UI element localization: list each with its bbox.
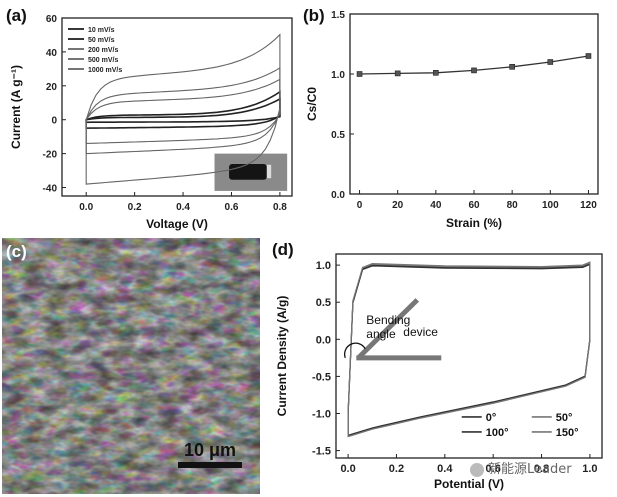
y-tick-label: 60: [46, 14, 58, 25]
y-axis-label: Current Density (A/g): [275, 296, 289, 417]
panel-label-c: (c): [6, 242, 27, 261]
y-tick-label: 0: [51, 116, 57, 127]
data-point: [433, 70, 439, 76]
cv-loop-1000mvs: [85, 33, 281, 185]
data-point: [547, 59, 554, 65]
y-tick-label: -20: [43, 150, 58, 161]
cv-loop-2: [347, 263, 591, 437]
legend-a: 10 mV/s 50 mV/s 200 mV/s 500 mV/s 1000 mV/s: [68, 27, 122, 74]
cv-loop-1: [347, 261, 591, 438]
legend-d: 0° 50° 100° 150°: [461, 412, 579, 439]
cv-loop-200mvs: [85, 78, 281, 144]
cv-loop-10mvs: [85, 97, 281, 124]
sem-pores: [2, 238, 260, 494]
sem-image: 10 μm (c): [2, 238, 260, 494]
x-tick-label: 100: [542, 200, 559, 211]
legend-label: 500 mV/s: [88, 57, 118, 64]
legend-label: 10 mV/s: [88, 27, 115, 34]
x-tick-label: 0.4: [176, 202, 190, 213]
sem-scale-label: 10 μm: [184, 440, 236, 460]
watermark: 新能源Leader: [470, 458, 572, 477]
y-tick-label: 0.5: [316, 297, 331, 309]
panel-label-b: (b): [303, 6, 325, 25]
x-axis-label: Strain (%): [446, 216, 502, 230]
inset-device-photo: [214, 153, 288, 191]
legend-label: 50 mV/s: [88, 37, 115, 44]
legend-label: 150°: [556, 427, 579, 439]
y-tick-label: 1.0: [331, 70, 345, 81]
bending-angle-arc: [344, 342, 366, 359]
x-tick-label: 20: [392, 200, 404, 211]
x-tick-label: 60: [468, 200, 480, 211]
data-point: [471, 67, 477, 74]
plot-frame: [349, 13, 599, 195]
y-axis-label: Current (A g⁻¹): [9, 65, 23, 149]
x-tick-label: 0.8: [273, 202, 287, 213]
legend-label: 1000 mV/s: [88, 67, 122, 74]
data-point: [394, 70, 401, 77]
data-point: [585, 53, 592, 59]
x-tick-label: 0.2: [389, 463, 404, 475]
chart-a-cv-curves: 0.0 0.2 0.4 0.6 0.8 -40 -20 0 20 40 60 Voltage (V) C…: [9, 14, 293, 231]
x-tick-label: 0.4: [437, 463, 453, 475]
plot-frame: [61, 17, 293, 197]
watermark-text: 新能源Leader: [488, 462, 572, 477]
x-tick-label: 0.6: [225, 202, 239, 213]
y-tick-label: 0.5: [331, 130, 345, 141]
device-bent-arm: [357, 298, 420, 359]
x-tick-label: 0.0: [340, 463, 355, 475]
y-tick-label: -0.5: [312, 371, 331, 383]
x-tick-label: 120: [580, 200, 597, 211]
data-point: [509, 64, 515, 70]
cv-loop-3: [347, 261, 591, 438]
x-tick-label: 0: [357, 200, 363, 211]
chart-d-bending-cv: 0.0 0.2 0.4 0.6 0.8 1.0 1.0 0.5 0.0 -0.5 -1.0 -1.5 P…: [275, 253, 603, 491]
cv-loop-0: [347, 262, 591, 437]
x-tick-label: 80: [507, 200, 519, 211]
inset-label-angle: angle: [366, 327, 396, 341]
legend-label: 50°: [556, 412, 573, 424]
y-tick-label: -1.0: [312, 408, 331, 420]
x-axis-label: Potential (V): [434, 477, 504, 491]
x-tick-label: 0.6: [486, 463, 501, 475]
y-tick-label: -1.5: [312, 446, 331, 458]
cv-loop-500mvs: [85, 66, 281, 155]
inset-label-bending: Bending: [366, 313, 410, 327]
inset-label-device: device: [403, 325, 438, 339]
y-tick-label: 40: [46, 48, 58, 59]
sem-texture: 10 μm: [2, 238, 260, 494]
y-axis-label: Cs/C0: [305, 87, 319, 121]
x-tick-label: 0.8: [534, 463, 549, 475]
y-tick-label: 1.0: [316, 260, 331, 272]
y-tick-label: -40: [43, 184, 58, 195]
legend-label: 0°: [486, 412, 497, 424]
chart-b-capacitance-retention: 0 20 40 60 80 100 120 0.0 0.5 1.0 1.5 Strain (%) Cs/…: [305, 10, 599, 230]
y-tick-label: 0.0: [331, 190, 345, 201]
x-tick-label: 40: [430, 200, 442, 211]
x-axis-label: Voltage (V): [146, 217, 208, 231]
wechat-icon: [470, 462, 484, 477]
y-tick-label: 1.5: [331, 10, 345, 21]
legend-label: 200 mV/s: [88, 47, 118, 54]
x-tick-label: 0.2: [128, 202, 142, 213]
panel-label-d: (d): [272, 240, 294, 259]
plot-frame: [335, 253, 603, 459]
y-tick-label: 20: [46, 82, 58, 93]
panel-label-a: (a): [6, 6, 27, 25]
x-tick-label: 1.0: [582, 463, 597, 475]
cv-loop-50mvs: [85, 90, 281, 130]
y-tick-label: 0.0: [316, 334, 331, 346]
inset-device-tab: [266, 164, 272, 179]
sem-scale-bar: [178, 462, 242, 468]
data-point: [356, 71, 363, 77]
x-tick-label: 0.0: [79, 202, 93, 213]
legend-label: 100°: [486, 427, 509, 439]
inset-device: [229, 164, 267, 180]
